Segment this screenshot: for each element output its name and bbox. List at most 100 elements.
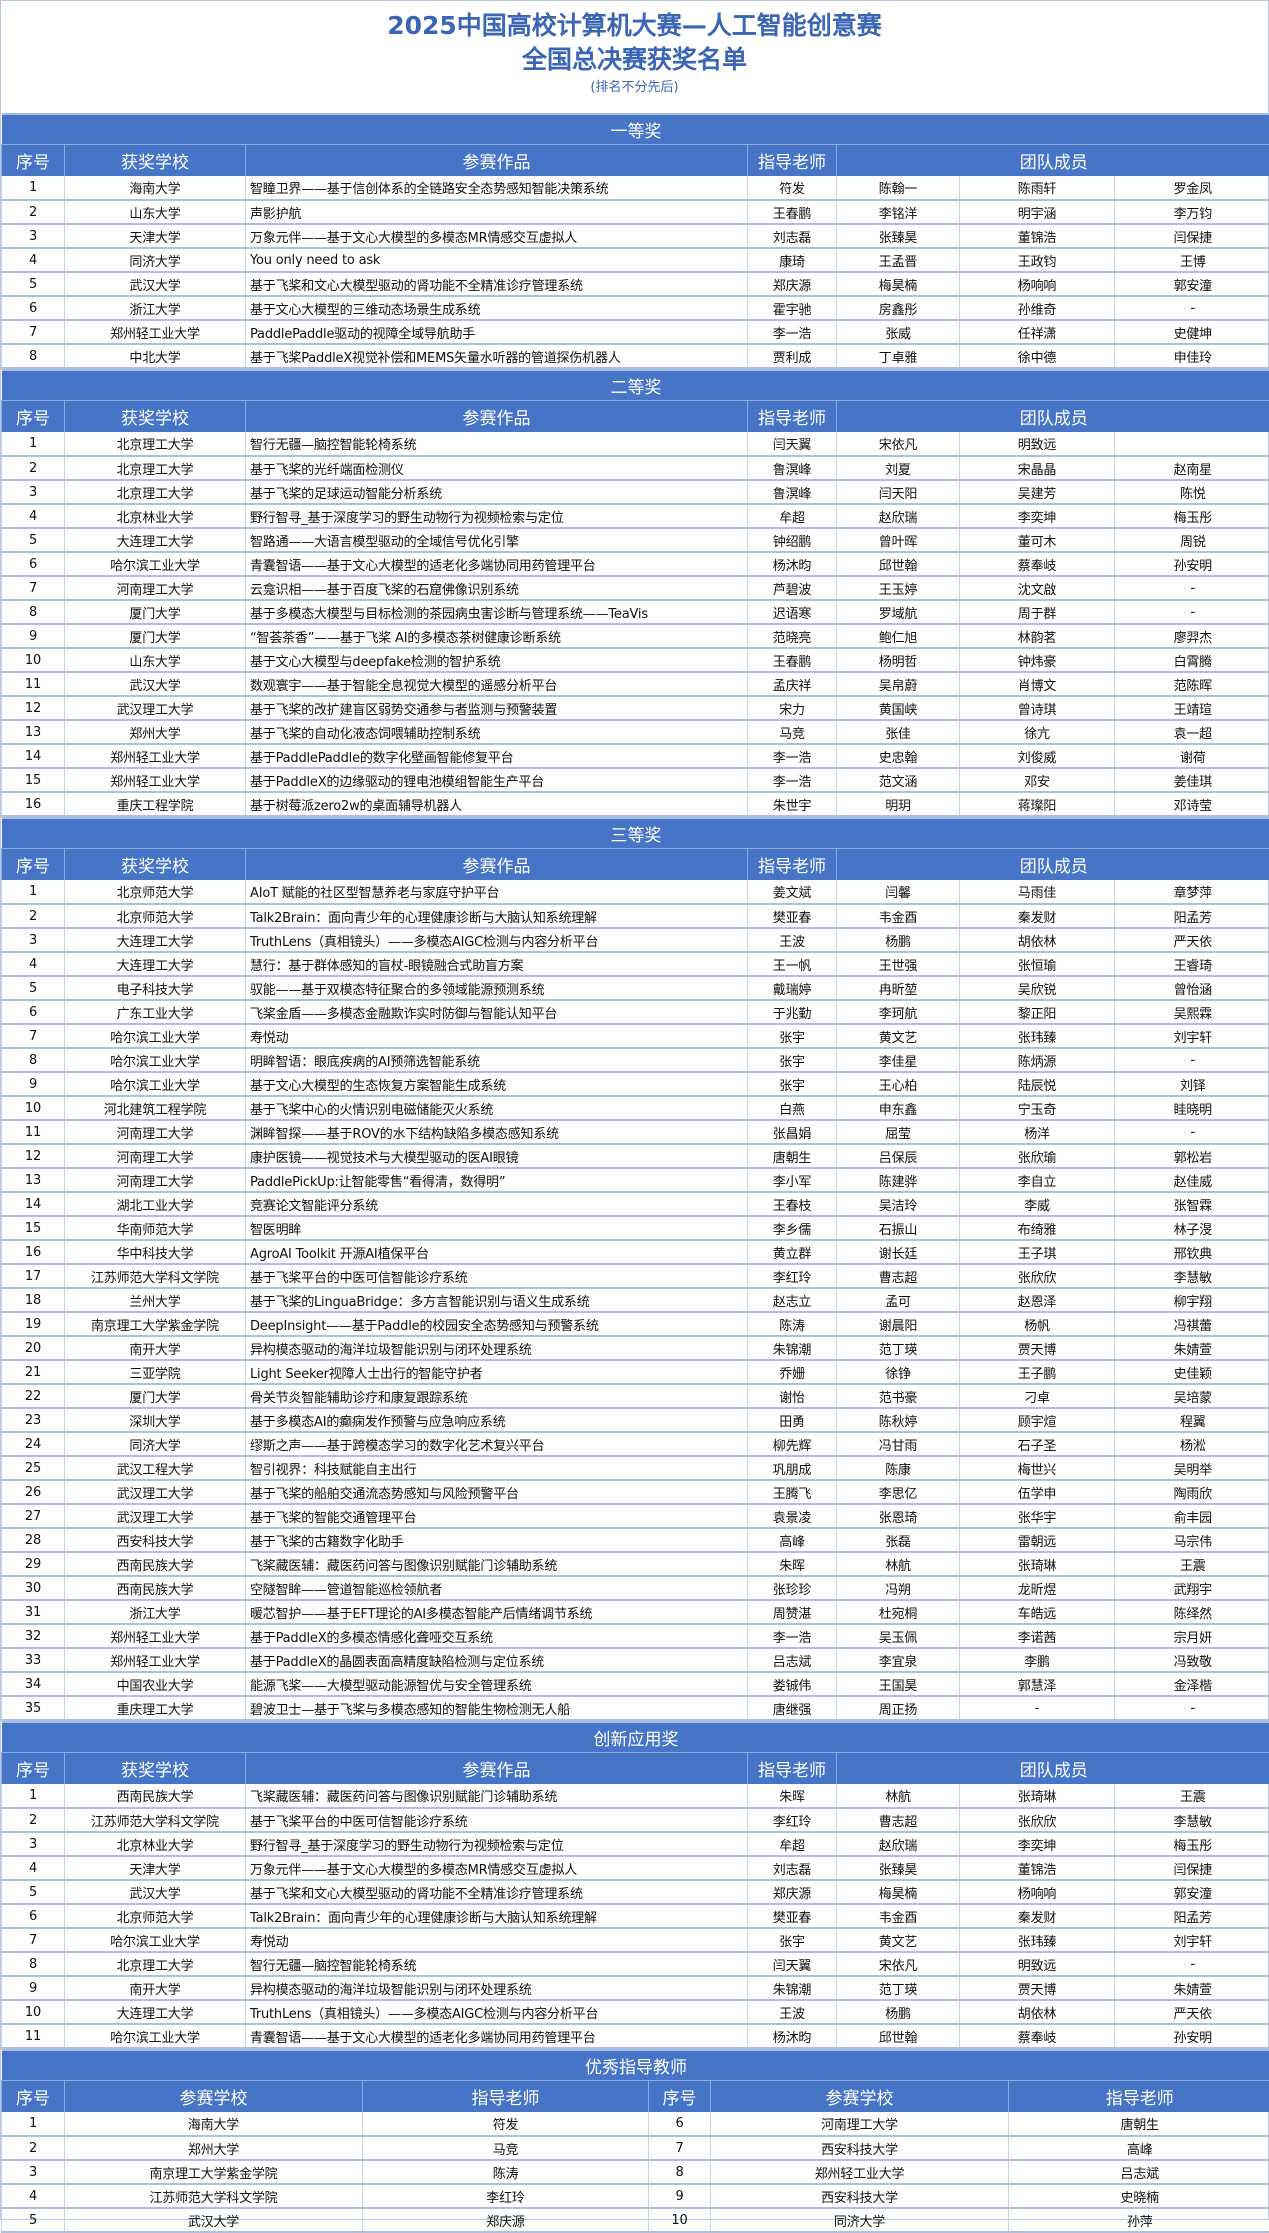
work-cell: 基于飞桨的古籍数字化助手 — [246, 1528, 748, 1552]
school-cell: 南开大学 — [65, 1976, 246, 2000]
member-cell: 曾诗琪 — [960, 696, 1115, 720]
rank-cell: 1 — [2, 176, 65, 200]
member-cell: 张玮臻 — [960, 1928, 1115, 1952]
school-cell: 山东大学 — [65, 200, 246, 224]
work-cell: 智行无疆—脑控智能轮椅系统 — [246, 432, 748, 456]
member-cell: 陈炳源 — [960, 1048, 1115, 1072]
member-cell: 刘俊威 — [960, 744, 1115, 768]
advisor-cell: 李一浩 — [748, 320, 837, 344]
work-cell: Talk2Brain：面向青少年的心理健康诊断与大脑认知系统理解 — [246, 904, 748, 928]
member-cell: 徐亢 — [960, 720, 1115, 744]
school-cell: 北京理工大学 — [65, 1952, 246, 1976]
work-cell: 渊眸智探——基于ROV的水下结构缺陷多模态感知系统 — [246, 1120, 748, 1144]
column-header: 指导老师 — [1009, 2080, 1269, 2112]
member-cell: 曾怡涵 — [1115, 976, 1269, 1000]
member-cell: 邱世翰 — [837, 552, 960, 576]
member-cell: 丁卓雅 — [837, 344, 960, 368]
member-cell: 董锦浩 — [960, 1856, 1115, 1880]
work-cell: 基于飞桨的改扩建盲区弱势交通参与者监测与预警装置 — [246, 696, 748, 720]
school-cell: 湖北工业大学 — [65, 1192, 246, 1216]
school-cell: 同济大学 — [711, 2208, 1009, 2232]
work-cell: 基于飞桨中心的火情识别电磁储能灭火系统 — [246, 1096, 748, 1120]
advisor-cell: 鲁溟峰 — [748, 480, 837, 504]
member-cell: 林航 — [837, 1552, 960, 1576]
rank-cell: 6 — [649, 2112, 711, 2136]
rank-cell: 4 — [2, 504, 65, 528]
member-cell: - — [960, 1696, 1115, 1720]
member-cell: 陆辰悦 — [960, 1072, 1115, 1096]
school-cell: 南京理工大学紫金学院 — [65, 1312, 246, 1336]
rank-cell: 10 — [649, 2208, 711, 2232]
member-cell: 梅玉彤 — [1115, 1832, 1269, 1856]
school-cell: 郑州轻工业大学 — [65, 1648, 246, 1672]
member-cell: 顾宇煊 — [960, 1408, 1115, 1432]
rank-cell: 5 — [2, 1880, 65, 1904]
advisor-cell: 李红玲 — [363, 2184, 649, 2208]
member-cell: 李铭洋 — [837, 200, 960, 224]
advisor-cell: 李乡儒 — [748, 1216, 837, 1240]
member-cell: 董可木 — [960, 528, 1115, 552]
school-cell: 大连理工大学 — [65, 528, 246, 552]
rank-cell: 8 — [649, 2160, 711, 2184]
member-cell: 谢长廷 — [837, 1240, 960, 1264]
school-cell: 西安科技大学 — [65, 1528, 246, 1552]
member-cell: - — [1115, 296, 1269, 320]
work-cell: AIoT 赋能的社区型智慧养老与家庭守护平台 — [246, 880, 748, 904]
member-cell: 张欣欣 — [960, 1808, 1115, 1832]
rank-cell: 6 — [2, 1000, 65, 1024]
member-cell: 范陈晖 — [1115, 672, 1269, 696]
member-cell: 郭松岩 — [1115, 1144, 1269, 1168]
school-cell: 华中科技大学 — [65, 1240, 246, 1264]
work-cell: AgroAI Toolkit 开源AI植保平台 — [246, 1240, 748, 1264]
school-cell: 电子科技大学 — [65, 976, 246, 1000]
advisor-cell: 朱晖 — [748, 1784, 837, 1808]
member-cell: 王世强 — [837, 952, 960, 976]
advisor-cell: 白燕 — [748, 1096, 837, 1120]
member-cell: 黄文艺 — [837, 1928, 960, 1952]
school-cell: 北京理工大学 — [65, 456, 246, 480]
member-cell: 王震 — [1115, 1784, 1269, 1808]
rank-cell: 6 — [2, 552, 65, 576]
member-cell: 范丁瑛 — [837, 1976, 960, 2000]
advisor-cell: 黄立群 — [748, 1240, 837, 1264]
work-cell: Talk2Brain：面向青少年的心理健康诊断与大脑认知系统理解 — [246, 1904, 748, 1928]
rank-cell: 5 — [2, 2208, 65, 2232]
member-cell: 李奕坤 — [960, 1832, 1115, 1856]
rank-cell: 30 — [2, 1576, 65, 1600]
section-band: 三等奖 — [2, 818, 1269, 848]
rank-cell: 7 — [2, 576, 65, 600]
member-cell: 刘宇轩 — [1115, 1928, 1269, 1952]
advisor-cell: 谢怡 — [748, 1384, 837, 1408]
member-cell: 吴欣锐 — [960, 976, 1115, 1000]
member-cell: 杨响响 — [960, 1880, 1115, 1904]
work-cell: 康护医镜——视觉技术与大模型驱动的医AI眼镜 — [246, 1144, 748, 1168]
rank-cell: 19 — [2, 1312, 65, 1336]
member-cell: 王震 — [1115, 1552, 1269, 1576]
school-cell: 华南师范大学 — [65, 1216, 246, 1240]
member-cell: 宗月妍 — [1115, 1624, 1269, 1648]
member-cell: 杨洋 — [960, 1120, 1115, 1144]
member-cell: 孟可 — [837, 1288, 960, 1312]
rank-cell: 9 — [2, 624, 65, 648]
member-cell: 陈翰一 — [837, 176, 960, 200]
member-cell: 冯甘雨 — [837, 1432, 960, 1456]
advisor-cell: 张昌娟 — [748, 1120, 837, 1144]
advisor-cell: 巩朋成 — [748, 1456, 837, 1480]
advisor-cell: 迟语寒 — [748, 600, 837, 624]
school-cell: 广东工业大学 — [65, 1000, 246, 1024]
member-cell: 黄文艺 — [837, 1024, 960, 1048]
member-cell: 杨鹏 — [837, 2000, 960, 2024]
